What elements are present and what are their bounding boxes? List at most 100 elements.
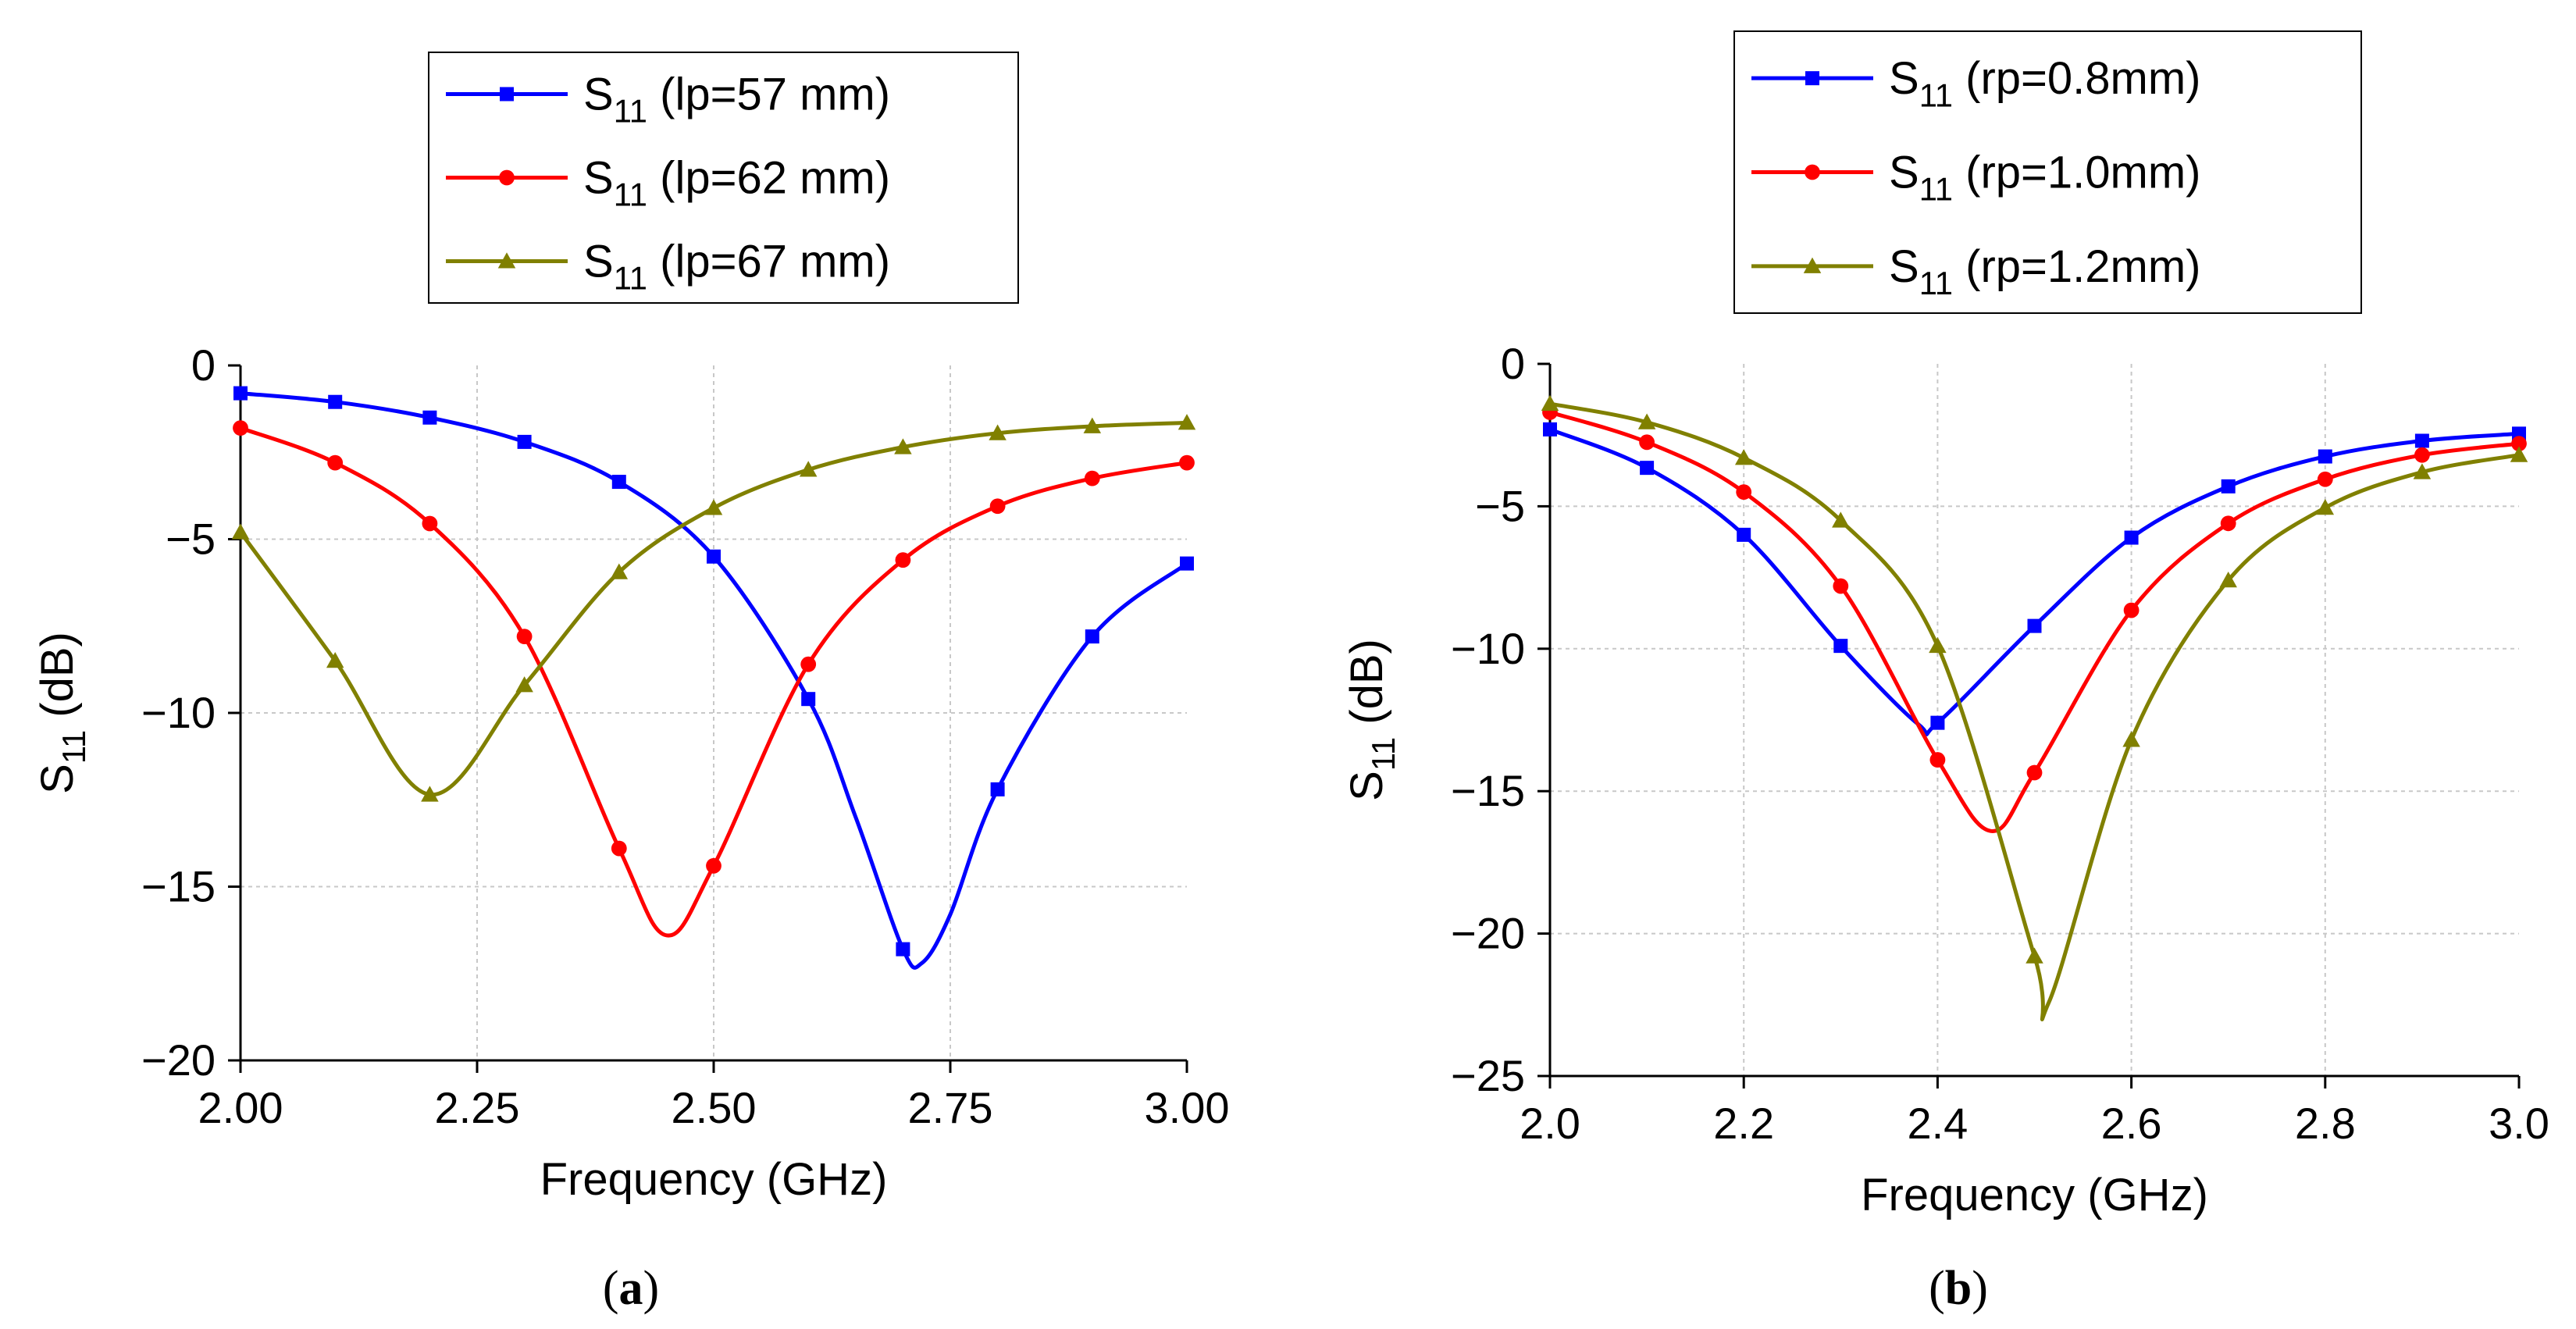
legend-label-rest: (rp=0.8mm) bbox=[1953, 53, 2200, 104]
y-tick-label: −15 bbox=[1451, 766, 1525, 815]
data-point bbox=[422, 410, 437, 425]
data-point bbox=[1832, 511, 1850, 528]
legend-label-sub: 11 bbox=[1919, 265, 1953, 301]
data-point bbox=[2316, 498, 2335, 515]
data-point bbox=[1833, 639, 1848, 654]
y-tick-label: −5 bbox=[166, 515, 216, 564]
data-point bbox=[233, 420, 248, 436]
series-line bbox=[1549, 401, 2520, 1021]
series-rp=1.2mm bbox=[1541, 394, 2528, 1021]
series-line bbox=[1549, 427, 2520, 736]
legend-marker bbox=[1805, 164, 1820, 180]
data-point bbox=[1929, 636, 1947, 654]
y-axis-label-sub: 11 bbox=[1365, 737, 1402, 771]
x-tick-label: 2.0 bbox=[1520, 1099, 1580, 1148]
series-rp=0.8mm bbox=[1543, 422, 2526, 736]
data-point bbox=[895, 552, 911, 568]
legend-label: S11 (rp=1.2mm) bbox=[1889, 241, 2200, 301]
data-point bbox=[896, 942, 910, 957]
data-point bbox=[2027, 618, 2042, 633]
data-point bbox=[2414, 433, 2429, 448]
data-point bbox=[2318, 449, 2332, 464]
y-tick-label: −20 bbox=[141, 1035, 216, 1085]
series-line bbox=[238, 420, 1188, 797]
data-point bbox=[611, 475, 626, 490]
data-point bbox=[2122, 731, 2140, 747]
data-point bbox=[2219, 571, 2237, 588]
legend-marker bbox=[1803, 257, 1822, 273]
series-lp=57 mm bbox=[233, 386, 1194, 970]
x-axis-label: Frequency (GHz) bbox=[1861, 1170, 2208, 1220]
legend-label-rest: (lp=57 mm) bbox=[647, 69, 890, 120]
x-tick-label: 2.25 bbox=[435, 1083, 520, 1132]
data-point bbox=[990, 782, 1005, 796]
series-lp=62 mm bbox=[233, 420, 1195, 938]
data-point bbox=[517, 434, 532, 449]
x-tick-label: 2.4 bbox=[1907, 1099, 1968, 1148]
chart-panel-b: 2.0 2.2 2.4 2.6 2.8 3.0 0 −5 −10 −15 −20 −25 Frequen… bbox=[1341, 30, 2549, 1315]
x-tick-label: 2.2 bbox=[1713, 1099, 1774, 1148]
data-point bbox=[989, 498, 1006, 515]
x-tick-label: 2.6 bbox=[2101, 1099, 2162, 1148]
legend-label: S11 (lp=67 mm) bbox=[583, 237, 890, 297]
data-point bbox=[704, 499, 723, 515]
data-point bbox=[894, 438, 912, 454]
legend-label: S11 (lp=57 mm) bbox=[583, 69, 890, 130]
y-axis-label-rest: (dB) bbox=[32, 632, 83, 730]
caption-letter: b bbox=[1945, 1262, 1972, 1315]
legend-label-rest: (lp=62 mm) bbox=[647, 153, 890, 204]
data-point bbox=[1833, 578, 1849, 594]
y-axis-label: S11 (dB) bbox=[32, 632, 92, 794]
data-point bbox=[611, 840, 627, 857]
y-axis-label-sub: 11 bbox=[55, 730, 92, 764]
legend-label-main: S bbox=[1889, 241, 1919, 292]
data-point bbox=[1084, 470, 1100, 486]
data-point bbox=[231, 523, 250, 540]
data-point bbox=[1541, 394, 1559, 412]
data-point bbox=[1637, 413, 1656, 429]
grid bbox=[1550, 364, 2519, 1076]
chart-panel-a: 2.00 2.25 2.50 2.75 3.00 0 −5 −10 −15 −20 Frequenc… bbox=[32, 52, 1230, 1315]
x-axis-label: Frequency (GHz) bbox=[540, 1154, 888, 1205]
legend-label-rest: (rp=1.0mm) bbox=[1953, 148, 2200, 198]
caption-paren-open: ( bbox=[1929, 1262, 1945, 1315]
legend-label-main: S bbox=[1889, 148, 1919, 198]
data-point bbox=[1543, 422, 1557, 436]
legend-label-sub: 11 bbox=[614, 176, 647, 213]
data-point bbox=[1734, 449, 1753, 465]
data-point bbox=[1929, 752, 1946, 768]
x-tick-label: 2.75 bbox=[908, 1083, 993, 1132]
caption-paren-close: ) bbox=[1972, 1262, 1988, 1315]
y-tick-label: −25 bbox=[1451, 1051, 1525, 1100]
data-point bbox=[2221, 479, 2236, 493]
legend: S11 (lp=57 mm)S11 (lp=62 mm)S11 (lp=67 m… bbox=[428, 52, 1019, 304]
legend-label-main: S bbox=[583, 153, 614, 204]
data-point bbox=[421, 786, 439, 802]
legend-marker bbox=[499, 169, 515, 186]
y-tick-label: −15 bbox=[141, 862, 216, 911]
data-point bbox=[610, 563, 629, 579]
panel-caption: (a) bbox=[603, 1262, 659, 1315]
legend-label-main: S bbox=[583, 69, 614, 120]
legend-label: S11 (rp=0.8mm) bbox=[1889, 53, 2200, 113]
caption-paren-open: ( bbox=[603, 1262, 619, 1315]
data-point bbox=[2220, 515, 2236, 532]
data-point bbox=[989, 424, 1007, 440]
data-point bbox=[326, 652, 344, 668]
data-point bbox=[1736, 484, 1752, 501]
data-point bbox=[1178, 414, 1196, 430]
x-tick-label: 2.50 bbox=[672, 1083, 757, 1132]
data-point bbox=[1180, 556, 1194, 571]
y-tick-label: −20 bbox=[1451, 909, 1525, 958]
data-point bbox=[1179, 454, 1195, 471]
y-axis-label-rest: (dB) bbox=[1341, 639, 1392, 737]
x-tick-label: 2.00 bbox=[198, 1083, 283, 1132]
data-point bbox=[2124, 530, 2139, 545]
series-rp=1.0mm bbox=[1542, 404, 2527, 833]
legend-label-sub: 11 bbox=[614, 260, 647, 297]
data-point bbox=[801, 692, 816, 707]
y-tick-label: 0 bbox=[191, 340, 216, 390]
y-tick-label: 0 bbox=[1501, 339, 1525, 388]
legend: S11 (rp=0.8mm)S11 (rp=1.0mm)S11 (rp=1.2m… bbox=[1733, 30, 2362, 314]
data-point bbox=[800, 656, 817, 672]
